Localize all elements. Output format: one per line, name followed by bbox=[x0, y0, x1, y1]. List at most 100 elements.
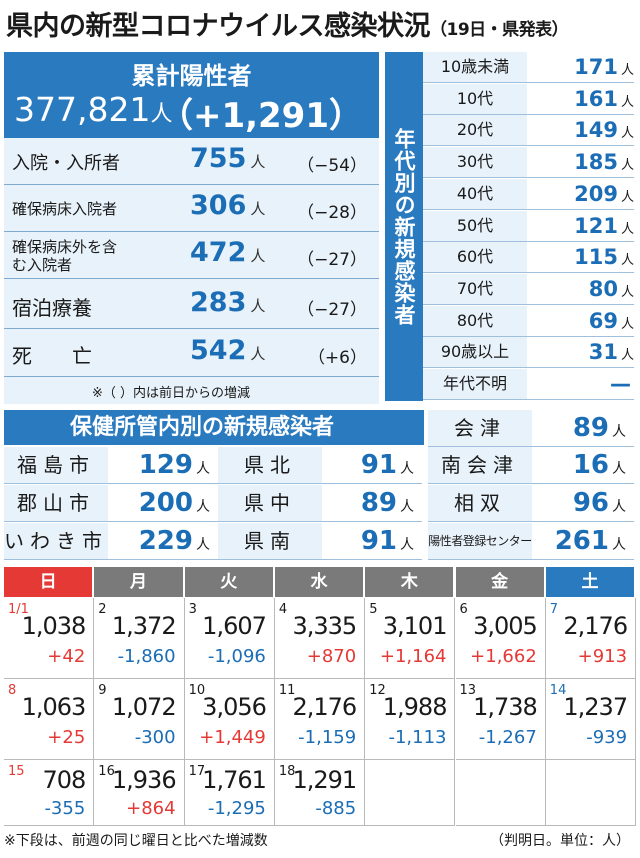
calendar-day: 3 1,607 -1,096 bbox=[184, 598, 275, 679]
age-row: 20代 149 人 bbox=[423, 115, 640, 147]
age-row: 90歳以上 31 人 bbox=[423, 337, 640, 369]
calendar-day bbox=[365, 760, 456, 826]
calendar-diff: +1,164 bbox=[379, 646, 447, 667]
calendar-date: 8 bbox=[8, 683, 17, 698]
weekday-header: 土 bbox=[545, 567, 635, 597]
calendar-diff: +25 bbox=[47, 727, 86, 748]
hokenjo-value-cell: 91 人 bbox=[322, 523, 422, 560]
calendar-day: 15 708 -355 bbox=[4, 760, 95, 826]
status-unit: 人 bbox=[250, 297, 266, 315]
status-unit: 人 bbox=[250, 345, 266, 363]
weekday-header: 日 bbox=[4, 567, 93, 597]
age-value-cell: 185 人 bbox=[527, 147, 640, 178]
calendar-count: 1,237 bbox=[563, 693, 628, 721]
age-value-cell: 31 人 bbox=[527, 337, 640, 368]
age-value: 171 bbox=[574, 55, 618, 79]
calendar-count: 2,176 bbox=[563, 612, 628, 640]
calendar-count: 2,176 bbox=[292, 693, 357, 721]
age-row: 40代 209 人 bbox=[423, 178, 640, 210]
hokenjo-value: 91 bbox=[360, 450, 397, 480]
calendar-date: 4 bbox=[278, 602, 288, 617]
calendar-date: 18 bbox=[278, 764, 296, 779]
status-label: 宿泊療養 bbox=[12, 295, 92, 320]
cumulative-box: 累計陽性者 377,821人 （+1,291） bbox=[4, 52, 379, 138]
age-value-cell: 121 人 bbox=[527, 210, 640, 241]
hokenjo-value-cell: 16 人 bbox=[532, 447, 634, 484]
hokenjo-value-cell: 129 人 bbox=[108, 447, 218, 484]
age-value-cell: 80 人 bbox=[527, 273, 640, 304]
hokenjo-name: 会津 bbox=[428, 410, 532, 447]
calendar-count: 3,101 bbox=[382, 612, 448, 640]
hokenjo-unit: 人 bbox=[612, 537, 626, 553]
hokenjo-name: 県北 bbox=[218, 447, 322, 484]
hokenjo-value-cell: 91 人 bbox=[322, 447, 422, 484]
age-value: — bbox=[610, 372, 631, 396]
hokenjo-value: 16 bbox=[572, 450, 609, 480]
calendar-day: 2 1,372 -1,860 bbox=[94, 598, 185, 679]
age-row: 60代 115 人 bbox=[423, 242, 640, 274]
cumulative-diff: （+1,291） bbox=[158, 96, 363, 136]
age-label: 80代 bbox=[423, 305, 527, 336]
cumulative-total-value: 377,821 bbox=[14, 90, 151, 129]
age-value-cell: 115 人 bbox=[527, 242, 640, 273]
weekday-header: 火 bbox=[184, 567, 273, 597]
age-label: 年代不明 bbox=[423, 369, 527, 399]
hokenjo-value: 96 bbox=[572, 488, 609, 518]
hokenjo-name: 南会津 bbox=[428, 447, 532, 484]
weekday-header: 月 bbox=[94, 567, 183, 597]
status-row: 確保病床外を含む入院者 472 人 （−27） bbox=[4, 233, 379, 279]
calendar-date: 14 bbox=[549, 683, 567, 698]
hokenjo-name: 相双 bbox=[428, 485, 532, 522]
calendar-count: 1,038 bbox=[21, 612, 87, 640]
status-number: 306 bbox=[190, 190, 247, 221]
calendar-day: 5 3,101 +1,164 bbox=[365, 598, 456, 679]
status-number: 542 bbox=[190, 335, 247, 366]
status-value: 755 人 bbox=[190, 143, 265, 174]
age-value: 209 bbox=[574, 181, 618, 206]
calendar-diff: +870 bbox=[306, 646, 357, 667]
calendar-date: 3 bbox=[188, 602, 197, 617]
age-title-text: 年代別の新規感染者 bbox=[392, 127, 416, 326]
calendar-diff: +42 bbox=[47, 646, 86, 667]
calendar-count: 1,372 bbox=[111, 612, 177, 640]
calendar-day: 17 1,761 -1,295 bbox=[184, 760, 275, 826]
title-text: 県内の新型コロナウイルス感染状況 bbox=[6, 11, 431, 42]
calendar-count: 3,335 bbox=[292, 612, 357, 640]
calendar-date: 9 bbox=[98, 683, 107, 698]
calendar-diff: -939 bbox=[586, 727, 628, 748]
age-row: 年代不明 — bbox=[423, 369, 640, 400]
calendar-diff: -1,860 bbox=[117, 646, 176, 667]
status-label: 確保病床入院者 bbox=[12, 200, 118, 218]
age-value-cell: 209 人 bbox=[527, 178, 640, 209]
hokenjo-unit: 人 bbox=[196, 499, 210, 515]
calendar-day: 9 1,072 -300 bbox=[94, 679, 185, 760]
hokenjo-name: いわき市 bbox=[4, 523, 108, 560]
status-row: 宿泊療養 283 人 （−27） bbox=[4, 283, 379, 329]
age-value-cell: 69 人 bbox=[527, 305, 640, 336]
calendar-date: 7 bbox=[549, 602, 559, 617]
weekday-header: 木 bbox=[365, 567, 454, 597]
weekday-header: 水 bbox=[274, 567, 364, 597]
status-number: 472 bbox=[190, 237, 247, 268]
calendar-day: 6 3,005 +1,662 bbox=[455, 598, 546, 679]
calendar-count: 1,072 bbox=[111, 693, 177, 721]
age-label: 50代 bbox=[423, 210, 527, 241]
calendar-date: 6 bbox=[459, 602, 468, 617]
hokenjo-unit: 人 bbox=[400, 499, 414, 515]
calendar-count: 1,936 bbox=[111, 766, 177, 794]
status-change: （−28） bbox=[297, 203, 367, 223]
calendar-diff: +913 bbox=[577, 646, 628, 667]
calendar-day: 1/1 1,038 +42 bbox=[4, 598, 95, 679]
hokenjo-value: 229 bbox=[138, 526, 193, 556]
calendar-diff: -355 bbox=[44, 798, 86, 819]
calendar-diff: -1,159 bbox=[298, 727, 357, 748]
page-title: 県内の新型コロナウイルス感染状況（19日・県発表） bbox=[6, 4, 569, 43]
hokenjo-name: 県中 bbox=[218, 485, 322, 522]
calendar-day bbox=[455, 760, 546, 826]
hokenjo-title: 保健所管内別の新規感染者 bbox=[4, 410, 424, 445]
age-value-cell: — bbox=[527, 369, 640, 399]
age-value: 121 bbox=[574, 213, 618, 238]
age-value: 80 bbox=[588, 276, 618, 301]
age-unit: 人 bbox=[620, 189, 634, 205]
calendar-day: 13 1,738 -1,267 bbox=[455, 679, 546, 760]
